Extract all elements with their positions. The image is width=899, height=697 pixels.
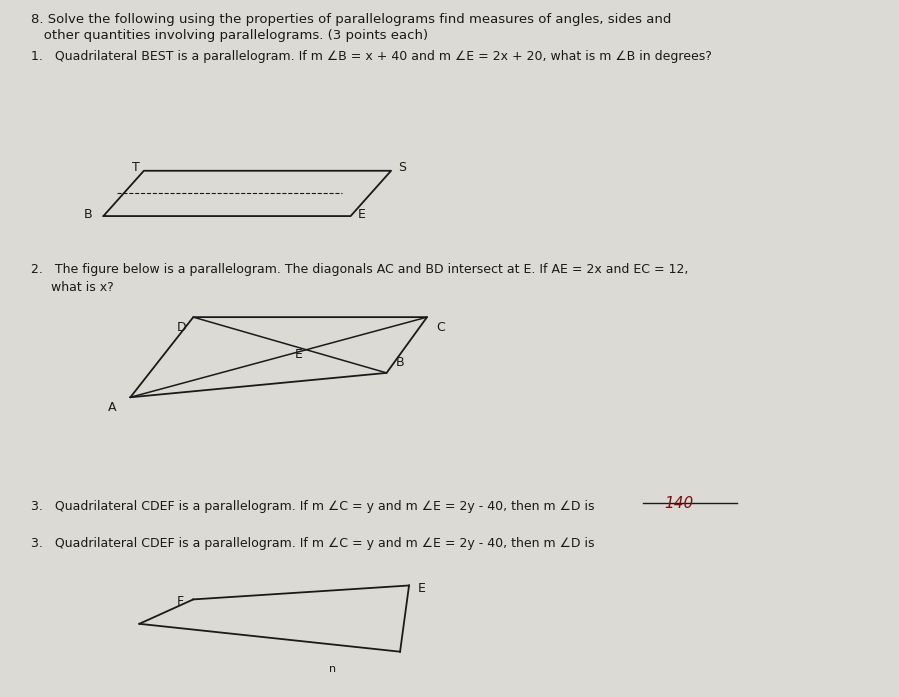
Text: C: C xyxy=(436,321,445,334)
Text: n: n xyxy=(329,664,336,674)
Text: 3.   Quadrilateral CDEF is a parallelogram. If m ∠C = y and m ∠E = 2y - 40, then: 3. Quadrilateral CDEF is a parallelogram… xyxy=(31,537,595,550)
Text: D: D xyxy=(176,321,186,334)
Text: E: E xyxy=(295,348,303,360)
Text: 3.   Quadrilateral CDEF is a parallelogram. If m ∠C = y and m ∠E = 2y - 40, then: 3. Quadrilateral CDEF is a parallelogram… xyxy=(31,500,595,514)
Text: B: B xyxy=(84,208,93,221)
Text: what is x?: what is x? xyxy=(31,281,114,294)
Text: S: S xyxy=(398,161,406,174)
Text: T: T xyxy=(131,161,139,174)
Text: E: E xyxy=(418,582,426,595)
Text: other quantities involving parallelograms. (3 points each): other quantities involving parallelogram… xyxy=(31,29,429,43)
Text: 8. Solve the following using the properties of parallelograms find measures of a: 8. Solve the following using the propert… xyxy=(31,13,672,26)
Text: F: F xyxy=(177,595,184,608)
Text: 1.   Quadrilateral BEST is a parallelogram. If m ∠B = x + 40 and m ∠E = 2x + 20,: 1. Quadrilateral BEST is a parallelogram… xyxy=(31,50,712,63)
Text: 140: 140 xyxy=(664,496,693,511)
Text: B: B xyxy=(396,356,405,369)
Text: 2.   The figure below is a parallelogram. The diagonals AC and BD intersect at E: 2. The figure below is a parallelogram. … xyxy=(31,263,689,277)
Text: E: E xyxy=(358,208,366,221)
Text: A: A xyxy=(109,401,117,414)
